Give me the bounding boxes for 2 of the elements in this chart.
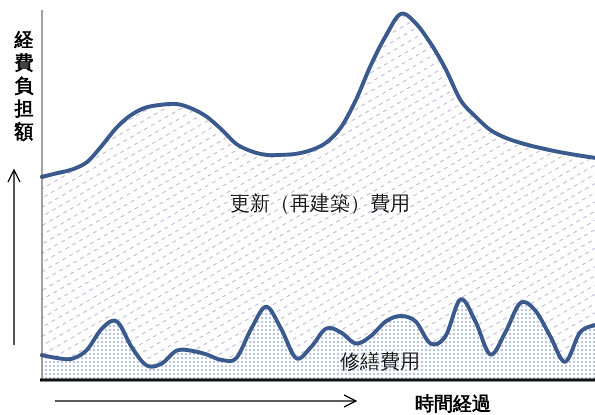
x-axis-title: 時間経過 — [415, 393, 492, 415]
ylabel: 経費負担額 — [14, 29, 34, 143]
